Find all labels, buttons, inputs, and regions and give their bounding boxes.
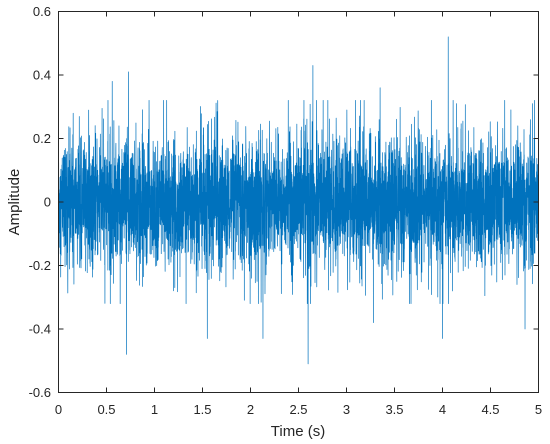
y-tick-label: 0.6 — [33, 4, 51, 19]
y-tick-label: -0.6 — [29, 385, 51, 400]
x-tick-label: 2.5 — [289, 402, 307, 417]
y-tick-label: 0 — [44, 195, 51, 210]
x-tick-label: 0.5 — [97, 402, 115, 417]
y-tick-label: -0.4 — [29, 322, 51, 337]
y-tick-label: -0.2 — [29, 258, 51, 273]
x-axis-label: Time (s) — [271, 423, 325, 440]
y-tick-label: 0.2 — [33, 131, 51, 146]
x-tick-label: 3 — [343, 402, 350, 417]
x-tick-label: 5 — [535, 402, 542, 417]
x-tick-label: 4 — [439, 402, 446, 417]
x-tick-label: 2 — [247, 402, 254, 417]
y-tick-label: 0.4 — [33, 68, 51, 83]
plot-area — [58, 36, 539, 365]
x-tick-label: 3.5 — [385, 402, 403, 417]
y-axis: -0.6 -0.4 -0.2 0 0.2 0.4 0.6 — [29, 4, 539, 400]
x-tick-label: 1 — [151, 402, 158, 417]
x-axis: 0 0.5 1 1.5 2 2.5 3 3.5 4 4.5 5 — [55, 11, 542, 417]
amplitude-series-line — [58, 36, 539, 365]
x-tick-label: 0 — [55, 402, 62, 417]
x-tick-label: 1.5 — [193, 402, 211, 417]
x-tick-label: 4.5 — [481, 402, 499, 417]
y-axis-label: Amplitude — [6, 169, 23, 236]
